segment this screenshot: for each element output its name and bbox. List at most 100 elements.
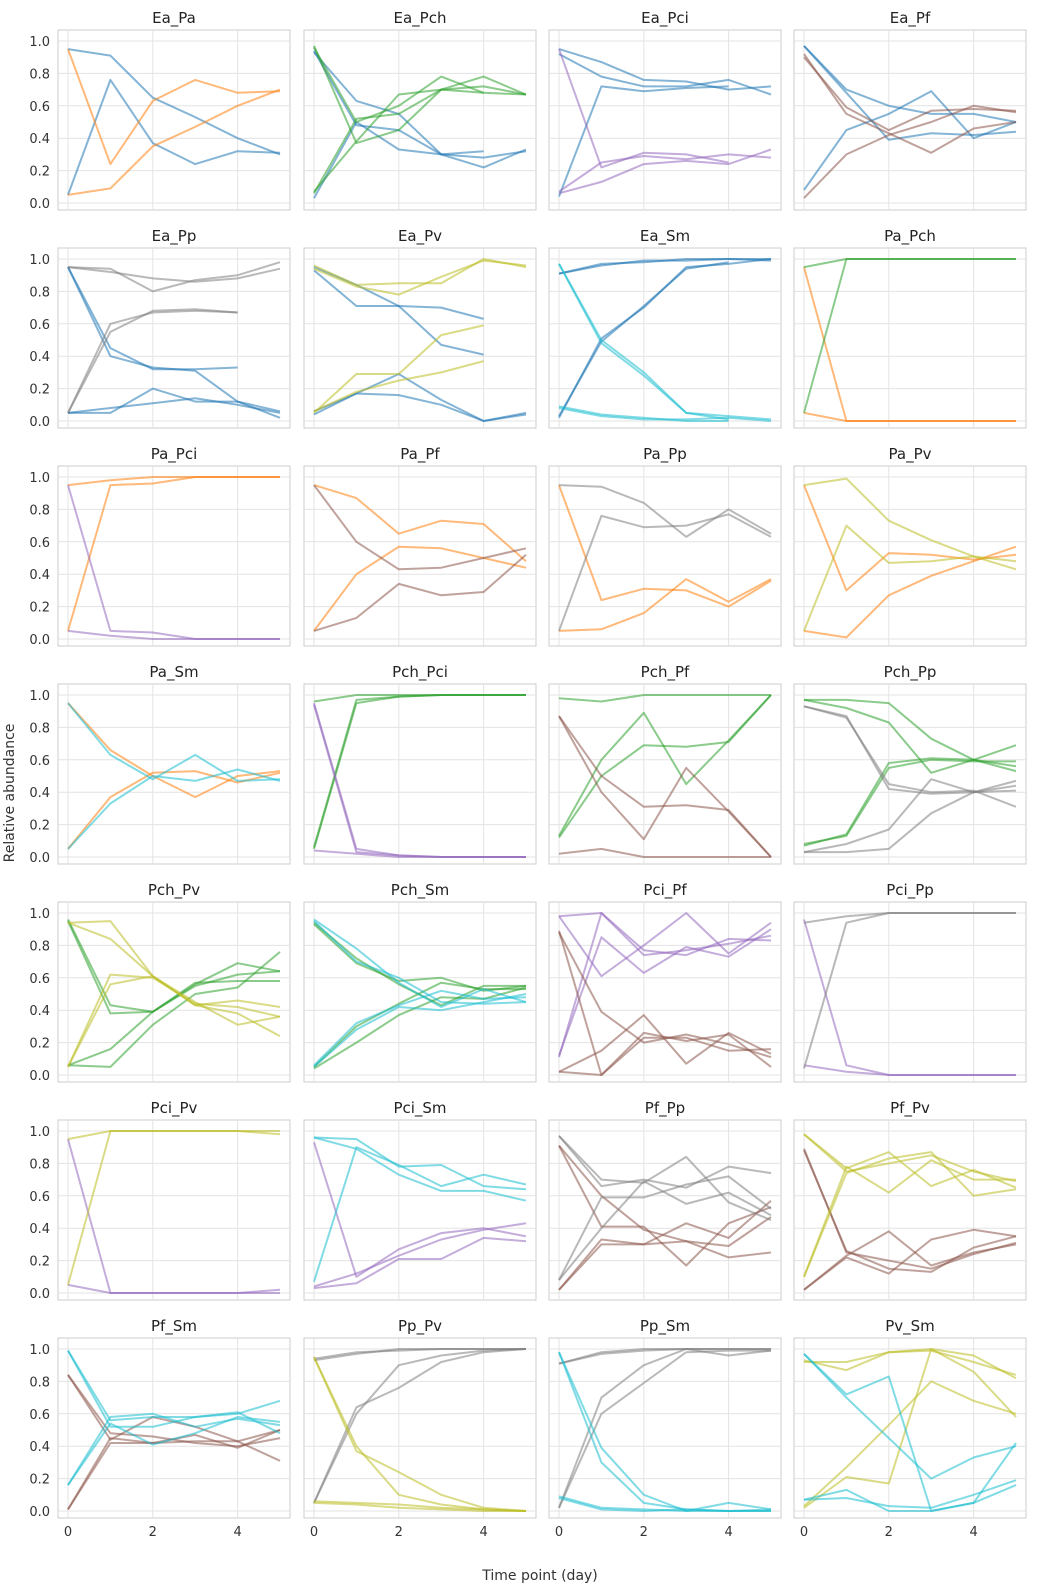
panel-title: Pv_Sm bbox=[885, 1317, 935, 1336]
series-line-pv bbox=[67, 1130, 281, 1141]
series-line-pp bbox=[67, 308, 238, 414]
series-line-pch bbox=[313, 47, 527, 123]
x-tick-label: 0 bbox=[555, 1525, 563, 1540]
panel-title: Ea_Pch bbox=[394, 9, 447, 28]
panel-pp-pv: Pp_Pv 0 2 4 bbox=[303, 1317, 537, 1540]
series-line-pf bbox=[558, 1216, 772, 1291]
panel-frame bbox=[57, 29, 291, 211]
y-tick-label: 0.2 bbox=[29, 165, 50, 180]
series-line-pp bbox=[67, 261, 281, 293]
panel-title: Pa_Pci bbox=[151, 445, 198, 464]
series-line-pa bbox=[67, 476, 280, 632]
series-line-sm bbox=[803, 1484, 1017, 1512]
x-tick-label: 4 bbox=[479, 1525, 487, 1540]
x-tick-label: 2 bbox=[395, 1525, 403, 1540]
y-tick-label: 1.0 bbox=[29, 471, 50, 486]
panel-title: Pa_Sm bbox=[149, 663, 198, 682]
series-line-sm bbox=[558, 1497, 771, 1512]
panel-frame bbox=[303, 683, 537, 865]
panel-title: Ea_Pv bbox=[398, 227, 442, 246]
series-line-pf bbox=[558, 1199, 772, 1291]
panel-pf-pv: Pf_Pv bbox=[793, 1099, 1027, 1301]
y-tick-label: 0.8 bbox=[29, 285, 50, 300]
series-line-pch bbox=[67, 951, 281, 1068]
y-tick-label: 0.6 bbox=[29, 536, 50, 551]
panel-title: Pci_Pv bbox=[151, 1099, 198, 1118]
series-line-pf bbox=[313, 554, 527, 632]
series-line-pci bbox=[67, 629, 280, 640]
panel-frame bbox=[793, 901, 1027, 1083]
panel-title: Ea_Pp bbox=[152, 227, 197, 246]
y-tick-label: 0.2 bbox=[29, 819, 50, 834]
panel-title: Pch_Pci bbox=[392, 663, 448, 682]
series-line-sm bbox=[67, 702, 281, 782]
y-tick-label: 0.4 bbox=[29, 132, 50, 147]
panel-title: Ea_Pf bbox=[890, 9, 931, 28]
series-line-pci bbox=[313, 704, 526, 858]
y-tick-label: 0.0 bbox=[29, 415, 50, 430]
panel-title: Pf_Sm bbox=[151, 1317, 197, 1336]
series-line-pv bbox=[313, 324, 484, 414]
panel-pch-pci: Pch_Pci bbox=[303, 663, 537, 865]
series-line-pch bbox=[313, 45, 527, 145]
x-tick-label: 4 bbox=[233, 1525, 241, 1540]
series-line-sm bbox=[67, 1416, 281, 1486]
panel-title: Ea_Pci bbox=[641, 9, 689, 28]
series-line-pv bbox=[67, 973, 281, 1068]
series-line-pa bbox=[313, 545, 527, 632]
panel-frame bbox=[793, 683, 1027, 865]
series-line-pch bbox=[313, 694, 526, 848]
series-line-pci bbox=[803, 1064, 1016, 1076]
series-line-pf bbox=[558, 1014, 772, 1073]
series-line-pf bbox=[558, 715, 772, 858]
series-line-sm bbox=[558, 263, 729, 421]
panel-ea-pp: Ea_Pp 0.0 0.2 0.4 0.6 0.8 1.0 bbox=[29, 227, 291, 430]
series-line-pch bbox=[313, 986, 527, 1070]
panel-title: Pf_Pv bbox=[890, 1099, 930, 1118]
x-axis-label: Time point (day) bbox=[482, 1568, 598, 1584]
series-line-pp bbox=[803, 778, 1017, 854]
x-tick-label: 4 bbox=[724, 1525, 732, 1540]
panel-frame bbox=[548, 247, 782, 429]
y-tick-label: 1.0 bbox=[29, 253, 50, 268]
series-line-sm bbox=[558, 263, 772, 421]
series-line-pa bbox=[67, 88, 281, 196]
panel-title: Pa_Pp bbox=[643, 445, 687, 464]
y-tick-label: 1.0 bbox=[29, 689, 50, 704]
panel-frame bbox=[548, 1119, 782, 1301]
y-tick-label: 0.2 bbox=[29, 383, 50, 398]
series-line-pch bbox=[67, 962, 281, 1067]
panel-pa-pch: Pa_Pch bbox=[793, 227, 1027, 429]
series-line-pp bbox=[67, 309, 238, 414]
panel-title: Pa_Pf bbox=[400, 445, 440, 464]
panel-title: Pf_Pp bbox=[645, 1099, 685, 1118]
panel-pa-pci: Pa_Pci 0.0 0.2 0.4 0.6 0.8 1.0 bbox=[29, 445, 291, 648]
series-line-pf bbox=[558, 1036, 772, 1076]
series-line-pci bbox=[558, 912, 772, 1058]
panel-pch-sm: Pch_Sm bbox=[303, 881, 537, 1083]
panel-title: Pch_Sm bbox=[391, 881, 449, 900]
series-line-ea bbox=[313, 269, 484, 320]
panel-title: Pci_Pf bbox=[643, 881, 687, 900]
series-line-ea bbox=[67, 48, 281, 156]
panel-frame bbox=[57, 465, 291, 647]
series-line-sm bbox=[67, 1350, 281, 1422]
panel-frame bbox=[548, 1337, 782, 1519]
panel-pci-pp: Pci_Pp bbox=[793, 881, 1027, 1083]
y-tick-label: 0.8 bbox=[29, 67, 50, 82]
series-line-pa bbox=[313, 484, 527, 562]
series-line-ea bbox=[67, 266, 281, 419]
x-tick-label: 4 bbox=[969, 1525, 977, 1540]
series-line-pp bbox=[313, 1348, 527, 1504]
y-axis-label: Relative abundance bbox=[2, 723, 18, 863]
series-line-sm bbox=[313, 918, 527, 1008]
series-line-pv bbox=[313, 1500, 527, 1512]
panel-frame bbox=[303, 465, 537, 647]
panel-frame bbox=[303, 901, 537, 1083]
series-line-pf bbox=[558, 847, 771, 858]
y-tick-label: 0.0 bbox=[29, 1505, 50, 1520]
y-tick-label: 0.4 bbox=[29, 1440, 50, 1455]
y-tick-label: 0.0 bbox=[29, 197, 50, 212]
series-line-pch bbox=[803, 744, 1017, 847]
